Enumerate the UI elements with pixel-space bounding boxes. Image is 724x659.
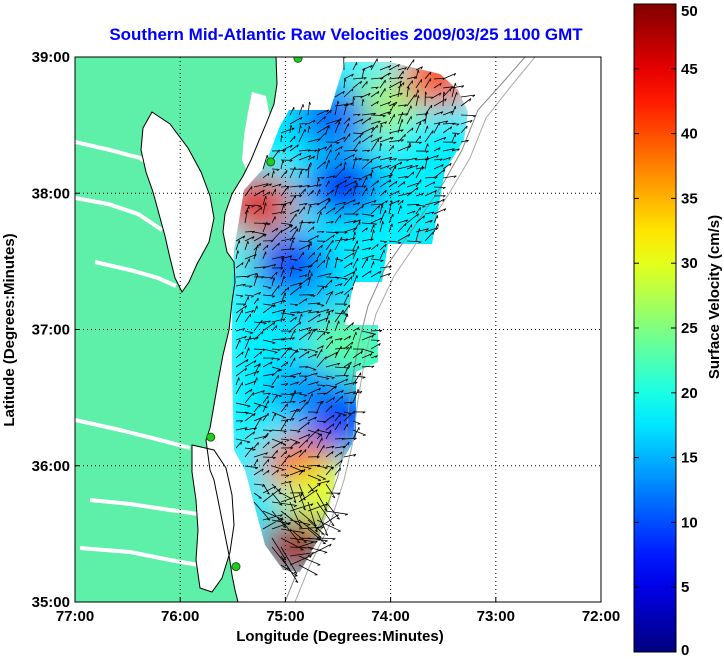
velocity-vectors	[235, 57, 477, 583]
y-tick-label: 39:00	[32, 49, 70, 66]
colorbar-tick-label: 10	[681, 514, 698, 531]
colorbar-tick-label: 5	[681, 579, 689, 596]
sound-shoreline	[191, 444, 235, 593]
river	[94, 260, 177, 288]
colorbar-tick-label: 20	[681, 385, 698, 402]
pamlico-sound	[192, 445, 234, 592]
x-axis-label: Longitude (Degrees:Minutes)	[236, 628, 444, 645]
y-tick-label: 35:00	[32, 594, 70, 611]
y-tick-label: 38:00	[32, 185, 70, 202]
x-tick-label: 76:00	[161, 608, 199, 625]
x-tick-label: 72:00	[582, 608, 620, 625]
colorbar-tick-label: 45	[681, 61, 698, 78]
colorbar-tick-label: 35	[681, 190, 698, 207]
bay-shoreline	[140, 111, 215, 293]
y-tick-label: 36:00	[32, 458, 70, 475]
colorbar-tick-label: 40	[681, 126, 698, 143]
colorbar-tick-label: 0	[681, 642, 689, 659]
shelf-contour	[284, 57, 526, 602]
x-tick-label: 75:00	[266, 608, 304, 625]
colorbar: 0 5 10 15 20 25 30 35 40 45 50 Surface Velocity (c…	[633, 3, 723, 659]
x-tick-label: 74:00	[371, 608, 409, 625]
river	[79, 546, 205, 568]
colorbar-tick-label: 15	[681, 450, 698, 467]
y-tick-label: 37:00	[32, 322, 70, 339]
river	[75, 196, 164, 232]
x-tick-label: 73:00	[477, 608, 515, 625]
radar-station-marker	[206, 432, 216, 442]
velocity-arrows	[235, 57, 477, 583]
x-axis-ticks: 77:00 76:00 75:00 74:00 73:00 72:00	[56, 597, 620, 625]
coastline-layer	[140, 57, 536, 602]
radar-station-marker	[293, 57, 303, 63]
chart-title: Southern Mid-Atlantic Raw Velocities 200…	[109, 25, 583, 44]
colorbar-label: Surface Velocity (cm/s)	[706, 215, 723, 379]
radar-station-marker	[231, 562, 241, 572]
river	[75, 418, 191, 450]
radar-station-marker	[266, 157, 276, 167]
chesapeake-bay	[141, 112, 214, 292]
radar-stations	[206, 57, 303, 572]
y-axis-label: Latitude (Degrees:Minutes)	[1, 233, 18, 426]
y-axis-ticks: 35:00 36:00 37:00 38:00 39:00	[32, 49, 80, 611]
river	[75, 140, 162, 172]
shelf-contour	[294, 57, 536, 602]
grid-lines	[75, 57, 601, 602]
colorbar-tick-label: 50	[681, 3, 698, 20]
x-tick-label: 77:00	[56, 608, 94, 625]
colorbar-tick-label: 30	[681, 255, 698, 272]
colorbar-ticks: 0 5 10 15 20 25 30 35 40 45 50	[634, 3, 698, 659]
colorbar-tick-label: 25	[681, 320, 698, 337]
plot-area	[75, 57, 601, 602]
delaware-bay	[242, 92, 270, 174]
colorbar-gradient	[633, 3, 677, 653]
coastline	[205, 57, 278, 602]
speed-patch	[305, 156, 382, 217]
river	[89, 498, 199, 516]
